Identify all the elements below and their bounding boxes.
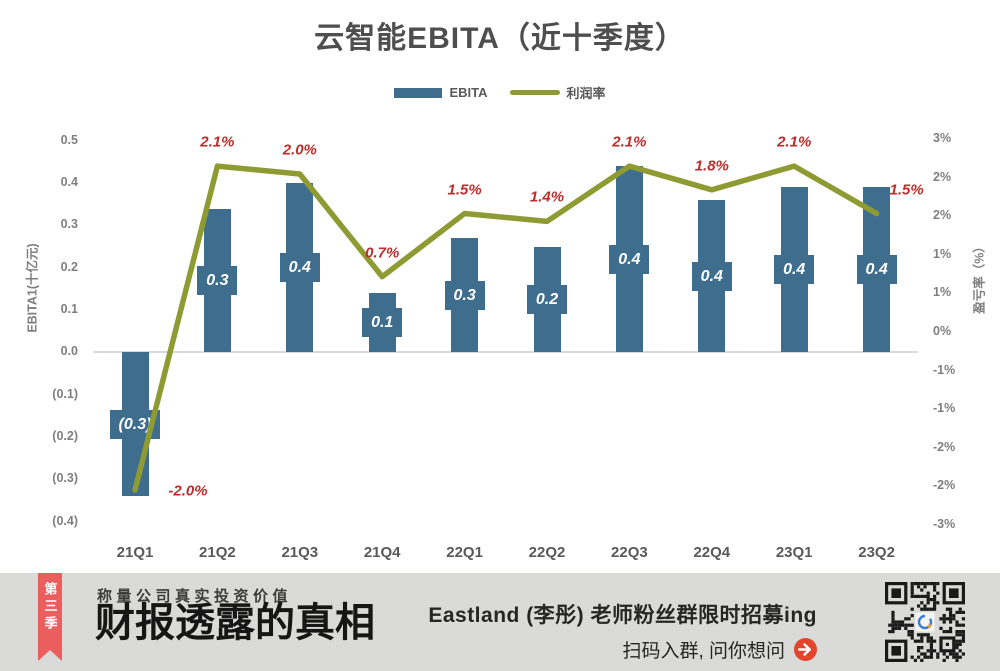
bar-value-badge-23Q1: 0.4 (774, 255, 815, 285)
x-axis-tick-21Q3: 21Q3 (281, 544, 319, 561)
x-axis-tick-23Q2: 23Q2 (858, 544, 895, 561)
right-axis-tick: -1% (933, 362, 956, 377)
left-axis-tick: 0.4 (60, 175, 78, 189)
season-ribbon: 第三季 (38, 573, 62, 661)
left-axis-tick: 0.0 (60, 344, 78, 359)
bar-value-badge-21Q2: 0.3 (197, 266, 238, 295)
banner-subtitle: 称量公司真实投资价值 (97, 588, 293, 605)
x-axis-tick-23Q1: 23Q1 (775, 544, 813, 561)
legend-bar-swatch-icon (394, 87, 443, 98)
left-axis-tick: (0.4) (52, 513, 78, 528)
legend-item-ebita: EBITA (394, 85, 488, 100)
line-point-label-22Q4: 1.8% (694, 157, 729, 175)
left-axis-title: EBITA1(十亿元) (25, 243, 40, 333)
left-axis-tick: (0.2) (52, 429, 78, 443)
left-axis-tick: 0.2 (60, 259, 78, 274)
bar-value-badge-21Q3: 0.4 (279, 253, 320, 283)
promo-text-block: Eastland (李彤) 老师粉丝群限时招募ing 扫码入群, 问你想问 (428, 599, 817, 663)
line-point-label-21Q3: 2.0% (282, 141, 317, 159)
legend-line-swatch-icon (509, 90, 560, 95)
right-axis-title: 盈亏率（%） (972, 240, 987, 314)
promo-banner: 第三季 称量公司真实投资价值 财报透露的真相 Eastland (李彤) 老师粉… (0, 573, 1000, 671)
right-axis-tick: 3% (933, 131, 952, 145)
right-axis-tick: -3% (933, 517, 956, 531)
x-axis-tick-21Q2: 21Q2 (199, 544, 236, 561)
left-axis-tick: 0.3 (60, 217, 78, 232)
bar-value-badge-22Q1: 0.3 (444, 280, 485, 310)
left-axis-tick: (0.1) (52, 386, 78, 401)
left-axis-tick: 0.5 (60, 132, 78, 147)
season-ribbon-label: 第三季 (42, 582, 58, 633)
right-axis-tick: -1% (933, 401, 956, 416)
right-axis-tick: 0% (933, 324, 952, 338)
left-axis-tick: (0.3) (52, 471, 78, 486)
promo-headline: Eastland (李彤) 老师粉丝群限时招募ing (428, 604, 817, 627)
line-point-label-23Q2: 1.5% (889, 181, 924, 198)
arrow-right-icon (794, 638, 817, 661)
line-point-label-21Q1: -2.0% (168, 482, 208, 500)
left-axis-tick: 0.1 (60, 302, 78, 316)
x-axis-tick-22Q3: 22Q3 (611, 544, 648, 561)
promo-cta-row: 扫码入群, 问你想问 (428, 636, 817, 663)
x-axis-tick-22Q1: 22Q1 (446, 544, 483, 561)
x-axis-tick-22Q2: 22Q2 (528, 544, 566, 561)
bar-value-badge-22Q4: 0.4 (691, 261, 732, 291)
right-axis-tick: 2% (933, 208, 952, 223)
line-point-label-22Q2: 1.4% (529, 188, 565, 206)
line-point-label-22Q1: 1.5% (447, 181, 482, 198)
chart-plot-area: 云智能EBITA（近十季度） EBITA 利润率 EBITA1(十亿元) 盈亏率… (0, 22, 1000, 561)
right-axis-tick: 2% (933, 169, 952, 184)
legend-item-margin: 利润率 (509, 83, 606, 102)
right-axis-tick: -2% (933, 439, 956, 454)
legend-label-ebita: EBITA (449, 85, 488, 100)
bar-value-badge-23Q2: 0.4 (856, 255, 897, 285)
right-axis-tick: 1% (933, 285, 952, 300)
qr-code (885, 582, 965, 662)
legend-label-margin: 利润率 (566, 86, 606, 101)
bar-value-badge-22Q2: 0.2 (527, 285, 567, 314)
line-point-label-21Q2: 2.1% (200, 133, 235, 151)
x-axis-tick-21Q4: 21Q4 (363, 544, 401, 561)
bar-value-badge-21Q1: (0.3) (110, 409, 160, 439)
bar-value-badge-22Q3: 0.4 (609, 244, 650, 274)
line-point-label-21Q4: 0.7% (365, 244, 400, 262)
x-axis-tick-21Q1: 21Q1 (116, 544, 154, 561)
x-axis-tick-22Q4: 22Q4 (693, 544, 731, 561)
chart-title: 云智能EBITA（近十季度） (314, 22, 686, 55)
right-axis-tick: -2% (933, 478, 956, 493)
chart-legend: EBITA 利润率 (0, 83, 1000, 102)
line-point-label-22Q3: 2.1% (612, 133, 647, 151)
banner-title: 财报透露的真相 (95, 600, 375, 645)
right-axis-tick: 1% (933, 246, 952, 261)
line-point-label-23Q1: 2.1% (777, 133, 812, 151)
promo-cta-text: 扫码入群, 问你想问 (622, 641, 785, 662)
bar-value-badge-21Q4: 0.1 (362, 308, 403, 338)
